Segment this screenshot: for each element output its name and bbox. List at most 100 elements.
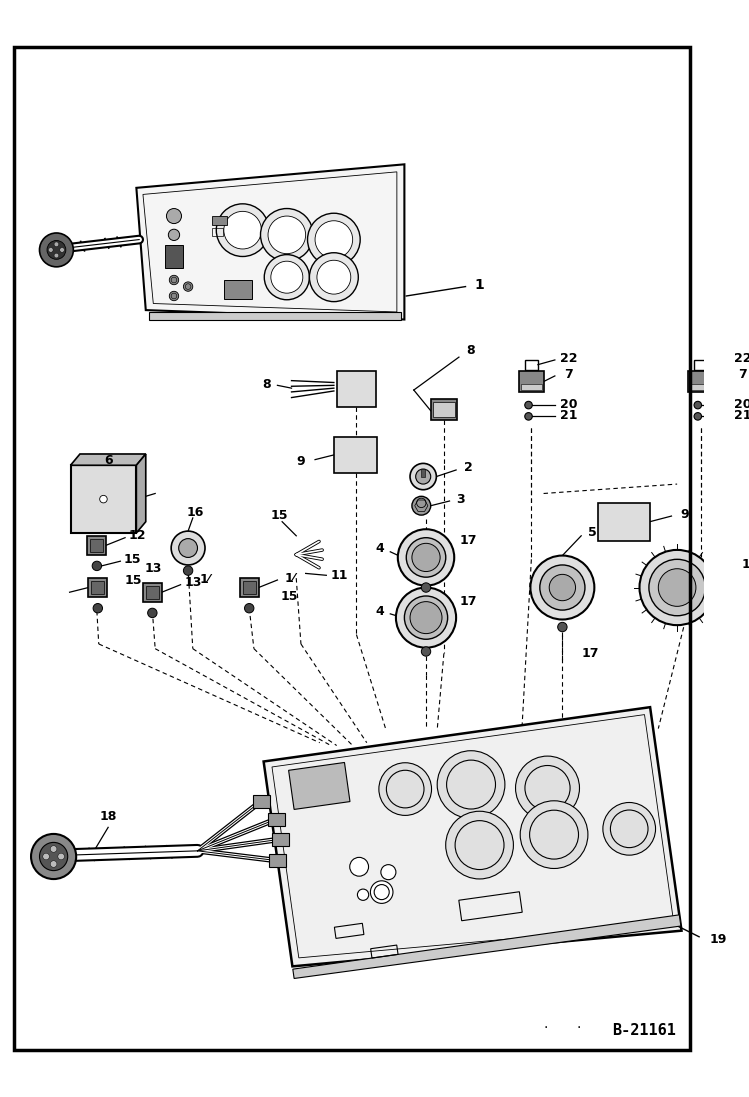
Circle shape [317, 260, 351, 294]
Circle shape [50, 846, 57, 852]
Circle shape [525, 412, 533, 420]
Bar [688, 371, 713, 392]
Bar [212, 228, 223, 236]
Bar [334, 437, 377, 473]
Circle shape [649, 559, 706, 615]
Bar [431, 399, 457, 420]
Text: 13: 13 [145, 563, 162, 575]
Text: 9: 9 [297, 455, 306, 468]
Circle shape [40, 842, 67, 871]
Text: 4: 4 [375, 543, 384, 555]
Circle shape [412, 496, 431, 516]
Bar [694, 360, 707, 371]
Circle shape [398, 529, 454, 586]
Circle shape [558, 622, 567, 632]
Bar [243, 581, 256, 595]
Circle shape [530, 555, 595, 620]
Bar [91, 581, 104, 595]
Bar [519, 371, 544, 392]
Polygon shape [136, 454, 146, 533]
Text: 15: 15 [270, 509, 288, 521]
Circle shape [271, 261, 303, 293]
Circle shape [404, 596, 448, 640]
Circle shape [179, 539, 198, 557]
Circle shape [640, 550, 715, 625]
Text: 8: 8 [262, 377, 270, 391]
Bar [691, 384, 711, 391]
Circle shape [308, 213, 360, 265]
Circle shape [694, 412, 702, 420]
Text: 6: 6 [104, 454, 112, 467]
Text: 17: 17 [460, 534, 477, 547]
Circle shape [350, 858, 369, 877]
Circle shape [309, 252, 358, 302]
Text: 2: 2 [464, 461, 473, 474]
Polygon shape [288, 762, 350, 810]
Text: 13: 13 [184, 576, 201, 589]
Circle shape [166, 208, 181, 224]
Bar [224, 280, 252, 298]
Circle shape [268, 216, 306, 253]
Text: 7: 7 [739, 367, 748, 381]
Bar [165, 246, 184, 268]
Text: 20: 20 [734, 397, 749, 410]
Bar [70, 465, 136, 533]
Circle shape [49, 248, 53, 252]
Polygon shape [136, 165, 404, 319]
Circle shape [610, 810, 648, 848]
Circle shape [357, 889, 369, 901]
Text: 8: 8 [466, 344, 475, 357]
Text: 21: 21 [560, 409, 577, 422]
Text: 1: 1 [475, 278, 485, 292]
Text: .: . [543, 1017, 548, 1031]
Circle shape [521, 801, 588, 869]
Circle shape [515, 756, 580, 821]
Text: 15: 15 [125, 574, 142, 587]
Circle shape [54, 253, 58, 258]
Circle shape [224, 212, 261, 249]
Bar [240, 578, 258, 597]
Circle shape [396, 588, 456, 647]
Circle shape [58, 853, 64, 860]
Circle shape [410, 463, 437, 489]
Circle shape [455, 821, 504, 870]
Bar [212, 216, 227, 226]
Circle shape [422, 647, 431, 656]
Circle shape [169, 229, 180, 240]
Text: 1⁄: 1⁄ [199, 573, 210, 586]
Circle shape [244, 603, 254, 613]
Circle shape [184, 566, 192, 575]
Circle shape [60, 248, 64, 252]
Polygon shape [264, 708, 682, 966]
Circle shape [264, 255, 309, 299]
Circle shape [530, 811, 578, 859]
Bar [337, 371, 376, 407]
Text: 16: 16 [187, 506, 204, 519]
Bar [521, 384, 542, 391]
Circle shape [47, 240, 66, 259]
Circle shape [371, 881, 393, 904]
Circle shape [437, 750, 505, 818]
Circle shape [172, 531, 205, 565]
Circle shape [216, 204, 269, 257]
Circle shape [416, 470, 431, 484]
Bar [270, 853, 286, 867]
Circle shape [540, 565, 585, 610]
Bar [598, 502, 650, 541]
Circle shape [315, 220, 353, 259]
Circle shape [525, 766, 570, 811]
Circle shape [406, 538, 446, 577]
Text: B-21161: B-21161 [612, 1024, 676, 1038]
Circle shape [386, 770, 424, 807]
Circle shape [92, 562, 102, 570]
Text: 18: 18 [100, 810, 117, 823]
Bar [88, 535, 106, 555]
Bar [433, 403, 455, 417]
Text: 15: 15 [281, 590, 298, 603]
Bar [253, 795, 270, 808]
Text: 22: 22 [734, 351, 749, 364]
Circle shape [525, 402, 533, 409]
Circle shape [40, 233, 73, 267]
Bar [146, 586, 159, 599]
Circle shape [261, 208, 313, 261]
